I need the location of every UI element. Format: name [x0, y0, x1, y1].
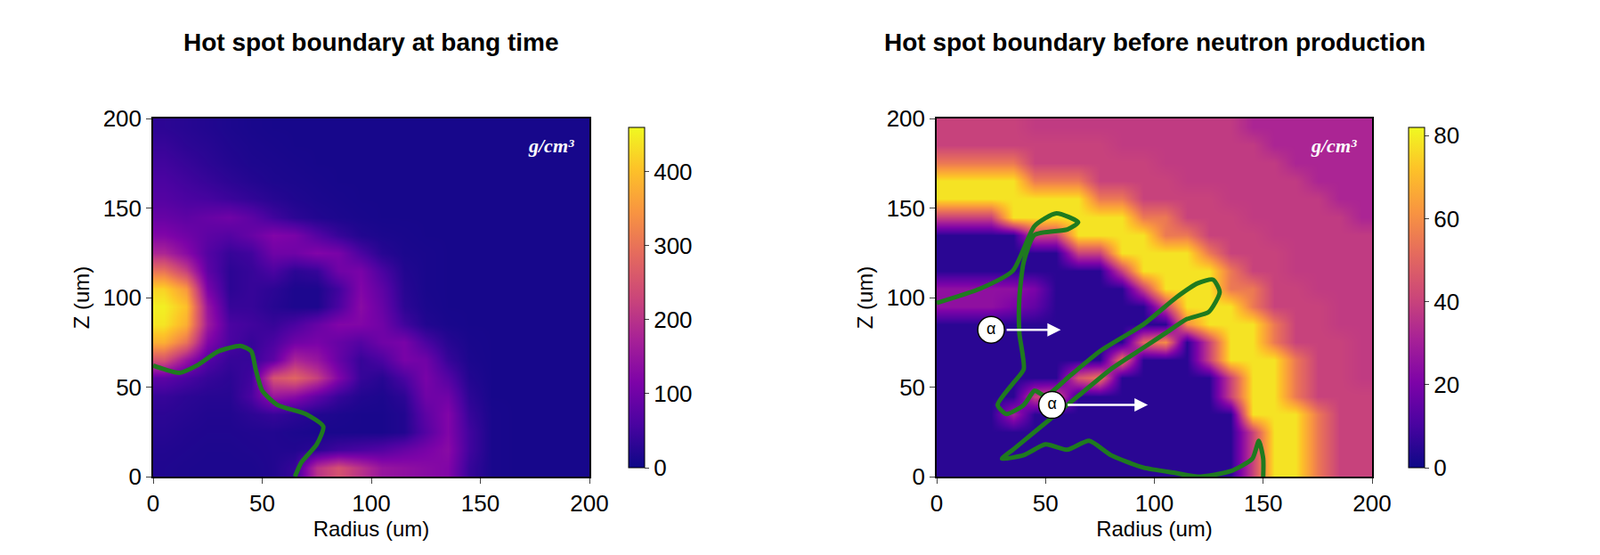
svg-text:Hot spot boundary before neutr: Hot spot boundary before neutron product…	[884, 28, 1426, 57]
svg-text:200: 200	[103, 105, 142, 132]
svg-text:200: 200	[653, 306, 692, 333]
svg-text:150: 150	[886, 194, 926, 222]
svg-text:Z (um): Z (um)	[69, 266, 94, 330]
svg-text:50: 50	[115, 373, 142, 401]
svg-text:20: 20	[1433, 371, 1460, 398]
svg-text:g/cm³: g/cm³	[1310, 134, 1357, 157]
svg-text:Radius (um): Radius (um)	[1096, 516, 1213, 541]
svg-text:50: 50	[249, 489, 276, 517]
svg-text:300: 300	[653, 232, 692, 260]
svg-text:100: 100	[351, 489, 390, 517]
svg-text:0: 0	[653, 454, 666, 481]
svg-text:100: 100	[653, 380, 692, 407]
svg-text:0: 0	[1433, 454, 1446, 481]
svg-text:Hot spot boundary at bang time: Hot spot boundary at bang time	[183, 28, 560, 57]
svg-text:50: 50	[899, 373, 926, 401]
svg-text:50: 50	[1032, 489, 1059, 517]
svg-text:150: 150	[103, 194, 142, 222]
svg-text:200: 200	[886, 105, 926, 132]
svg-text:100: 100	[103, 284, 142, 311]
svg-text:40: 40	[1433, 288, 1460, 316]
svg-text:α: α	[986, 319, 996, 338]
svg-text:0: 0	[146, 489, 160, 517]
svg-text:0: 0	[930, 489, 943, 517]
svg-text:0: 0	[912, 462, 926, 490]
svg-text:100: 100	[886, 284, 926, 311]
svg-text:400: 400	[653, 158, 692, 186]
svg-text:Radius (um): Radius (um)	[313, 516, 431, 541]
svg-text:100: 100	[1135, 489, 1174, 517]
svg-text:150: 150	[1243, 489, 1283, 517]
svg-text:80: 80	[1433, 121, 1460, 149]
svg-text:60: 60	[1433, 205, 1460, 233]
svg-text:g/cm³: g/cm³	[527, 134, 575, 157]
svg-text:0: 0	[129, 462, 142, 490]
svg-text:200: 200	[1352, 489, 1391, 517]
svg-text:200: 200	[569, 489, 609, 517]
svg-text:150: 150	[461, 489, 500, 517]
svg-text:Z (um): Z (um)	[852, 266, 878, 330]
svg-text:α: α	[1047, 394, 1056, 413]
